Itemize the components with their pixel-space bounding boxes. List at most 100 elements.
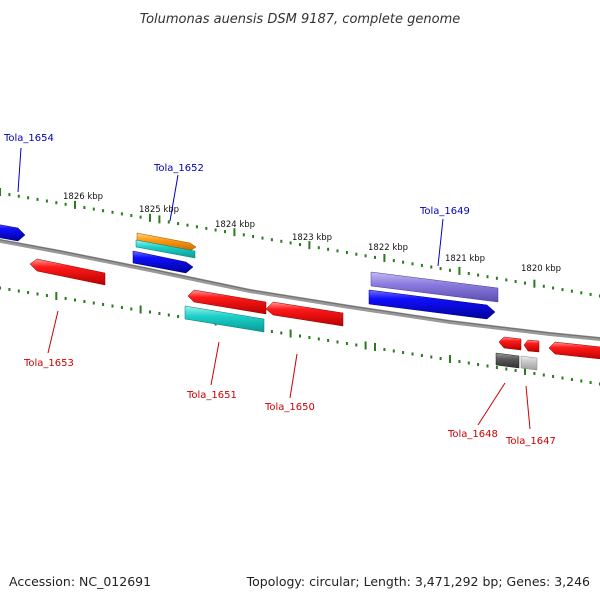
gene-label-tola-1654[interactable]: Tola_1654	[3, 133, 54, 144]
ruler-minor-tick	[36, 292, 39, 296]
ruler-labels: 1826 kbp 1825 kbp 1824 kbp 1823 kbp 1822…	[63, 192, 561, 274]
inner-ruler	[0, 286, 600, 386]
ruler-minor-tick	[524, 281, 526, 285]
ruler-minor-tick	[364, 254, 367, 258]
ruler-minor-tick	[205, 226, 208, 230]
ruler-minor-tick	[120, 306, 123, 309]
ruler-minor-tick	[27, 291, 30, 294]
ruler-minor-tick	[355, 252, 358, 256]
ruler-minor-tick	[111, 210, 114, 214]
ruler-minor-tick	[17, 194, 20, 198]
ruler-minor-tick	[36, 197, 39, 201]
ruler-label: 1822 kbp	[368, 243, 408, 253]
ruler-minor-tick	[64, 202, 67, 206]
ruler-major-tick	[74, 200, 76, 209]
ruler-major-tick	[55, 292, 58, 300]
ruler-minor-tick	[477, 273, 480, 277]
ruler-minor-tick	[458, 360, 461, 363]
gene-blue-small[interactable]	[132, 250, 194, 274]
callout-line	[169, 174, 179, 222]
ruler-minor-tick	[130, 307, 133, 311]
gene-tola-1647-red[interactable]	[523, 339, 540, 353]
gene-blue-large[interactable]	[368, 289, 496, 320]
ruler-minor-tick	[411, 262, 414, 266]
ruler-minor-tick	[158, 312, 161, 315]
ruler-minor-tick	[552, 286, 555, 290]
callout-line	[525, 385, 531, 430]
ruler-minor-tick	[449, 268, 451, 272]
ruler-minor-tick	[580, 291, 583, 295]
outer-ruler	[0, 188, 600, 298]
ruler-minor-tick	[383, 348, 386, 351]
ruler-major-tick	[458, 266, 461, 275]
ruler-minor-tick	[8, 288, 11, 291]
gene-cyan-small[interactable]	[135, 239, 196, 259]
callout-line	[289, 353, 298, 399]
gene-label-tola-1648[interactable]: Tola_1648	[447, 429, 498, 440]
gene-right-red[interactable]	[548, 341, 600, 360]
ruler-minor-tick	[439, 267, 442, 271]
gene-label-tola-1653[interactable]: Tola_1653	[23, 358, 74, 369]
gene-callouts: Tola_1654 Tola_1653 Tola_1652 Tola_1651 …	[3, 133, 556, 447]
ruler-major-tick	[233, 228, 236, 237]
gene-label-tola-1652[interactable]: Tola_1652	[153, 163, 204, 174]
gene-tola-1652[interactable]	[136, 232, 197, 252]
ruler-minor-tick	[102, 209, 105, 213]
gene-tola-1654[interactable]	[0, 223, 26, 242]
ruler-minor-tick	[514, 280, 517, 283]
genome-backbone-highlight	[0, 239, 600, 339]
callout-line	[477, 382, 506, 426]
ruler-major-tick	[149, 213, 151, 222]
gene-label-tola-1647[interactable]: Tola_1647	[505, 436, 556, 447]
ruler-minor-tick	[467, 361, 470, 365]
gene-label-tola-1649[interactable]: Tola_1649	[419, 206, 470, 217]
ruler-minor-tick	[111, 304, 114, 308]
ruler-label: 1825 kbp	[139, 205, 179, 215]
ruler-minor-tick	[224, 230, 226, 234]
ruler-minor-tick	[514, 369, 517, 372]
ruler-minor-tick	[345, 251, 348, 254]
ruler-major-tick	[449, 355, 451, 363]
ruler-minor-tick	[186, 223, 189, 227]
ruler-label: 1823 kbp	[292, 233, 332, 243]
gene-tola-1651-a[interactable]	[187, 289, 267, 315]
ruler-major-tick	[533, 279, 536, 288]
ruler-minor-tick	[495, 276, 498, 280]
gene-tola-1648-red[interactable]	[498, 336, 522, 351]
ruler-minor-tick	[561, 376, 564, 380]
ruler-major-tick	[0, 188, 1, 196]
ruler-minor-tick	[55, 201, 58, 205]
ruler-minor-tick	[252, 235, 255, 238]
ruler-minor-tick	[439, 357, 442, 360]
ruler-minor-tick	[130, 214, 133, 217]
ruler-minor-tick	[195, 225, 198, 229]
ruler-minor-tick	[27, 196, 30, 200]
ruler-minor-tick	[83, 206, 86, 209]
ruler-minor-tick	[327, 247, 330, 251]
genome-backbone	[0, 238, 600, 342]
gene-label-tola-1651[interactable]: Tola_1651	[186, 390, 237, 401]
gene-tola-1648[interactable]	[495, 352, 520, 369]
ruler-minor-tick	[327, 339, 330, 342]
ruler-minor-tick	[570, 378, 573, 381]
gene-tola-1653[interactable]	[29, 258, 106, 286]
ruler-minor-tick	[214, 228, 217, 232]
ruler-minor-tick	[589, 381, 592, 384]
ruler-minor-tick	[8, 193, 11, 197]
ruler-major-tick	[289, 329, 292, 338]
ruler-minor-tick	[542, 284, 545, 288]
gene-tola-1650[interactable]	[265, 301, 344, 327]
gene-label-tola-1650[interactable]: Tola_1650	[264, 402, 315, 413]
ruler-minor-tick	[355, 343, 358, 347]
callout-line	[47, 310, 59, 354]
ruler-minor-tick	[270, 330, 273, 333]
ruler-minor-tick	[167, 220, 170, 224]
gene-tola-1649[interactable]	[370, 271, 499, 303]
ruler-minor-tick	[64, 297, 67, 300]
gene-tola-1651[interactable]	[184, 305, 265, 333]
ruler-minor-tick	[74, 298, 76, 302]
ruler-minor-tick	[242, 233, 245, 237]
ruler-minor-tick	[505, 278, 508, 282]
ruler-minor-tick	[45, 294, 48, 297]
gene-tola-1647[interactable]	[520, 355, 538, 371]
